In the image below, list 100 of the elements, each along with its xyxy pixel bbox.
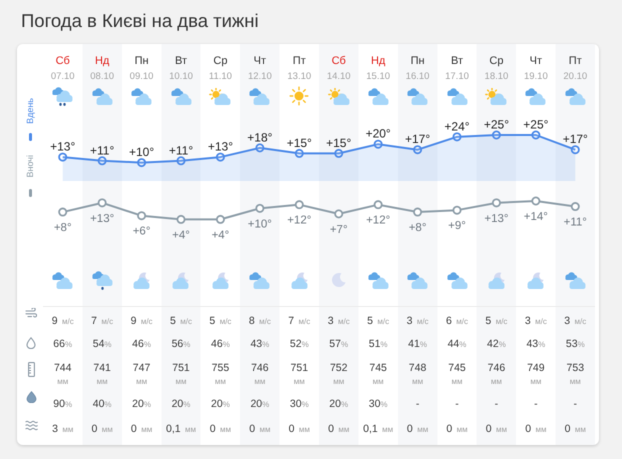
text: 90% [53,398,72,410]
text: 57% [329,338,348,350]
text: 43% [526,338,546,350]
chart-title: Погода в Києві на два тижні [21,8,259,32]
point [570,145,580,154]
point [216,214,225,224]
text: 46% [211,338,230,350]
text: 40% [92,398,112,410]
data-label: +13° [484,212,508,225]
point [531,196,540,206]
text: 54% [92,338,112,350]
text: 748 мм [408,362,426,388]
text: 745 мм [369,362,387,388]
text: 46% [132,338,151,350]
text: 0 мм [525,423,546,435]
text: 746 мм [488,362,506,388]
text: - [534,398,538,410]
text: - [455,398,459,410]
data-label: +25° [523,118,549,132]
x-tick-label: Пт 13.10 [287,55,312,82]
data-label: +11° [168,143,194,158]
text: 8 м/с [248,315,271,327]
text: - [416,398,420,410]
data-label: +12° [287,214,312,227]
x-tick-label: Вт 17.10 [445,55,469,82]
data-label: +6° [132,226,150,238]
data-label: +17° [562,132,588,146]
data-label: +15° [286,136,312,150]
text: 0 мм [446,423,468,435]
text: 66% [53,338,72,350]
point [413,145,422,154]
text: 9 м/с [52,315,74,327]
text: 3 мм [52,423,74,435]
text: 752 мм [330,362,348,388]
text: 0 мм [288,423,310,435]
text: 0 мм [130,423,152,435]
text: 746 мм [251,362,269,388]
text: 3 м/с [524,315,547,327]
data-label: +13° [50,140,76,154]
text: 5 м/с [367,315,390,327]
text: 20% [250,398,270,410]
text: 6 м/с [446,315,468,327]
data-label: +24° [444,119,470,134]
data-label: +12° [366,214,390,227]
text: 42% [487,338,506,350]
text: 51% [368,338,388,350]
data-label: +14° [524,211,548,223]
text: - [494,398,498,410]
point [492,198,501,208]
x-tick-label: Сб 07.10 [50,55,75,82]
text: - [574,398,578,410]
text: Вдень [25,98,35,124]
data-label: +11° [90,143,114,158]
point [294,200,304,210]
point [98,156,107,166]
text: 0 мм [564,423,586,435]
text: 53% [566,338,585,350]
x-tick-label: Пн 16.10 [406,55,430,82]
text: 3 м/с [406,315,429,327]
text: 751 мм [172,362,190,388]
text: 20% [172,398,190,410]
point [255,143,264,152]
text: 20% [329,398,348,410]
point [531,130,540,140]
data-label: +13° [90,212,114,225]
text: 20% [132,398,151,410]
point [334,148,344,158]
data-label: +10° [248,218,272,230]
point [176,214,186,224]
point [374,140,383,149]
point [452,206,462,215]
x-tick-label: Сб 14.10 [326,55,351,82]
data-label: +13° [208,140,234,154]
point [98,198,107,208]
text: 7 м/с [288,315,310,327]
point [176,156,186,166]
x-tick-label: Пт 20.10 [563,55,588,82]
text: 7 м/с [91,315,114,327]
text: 747 мм [132,362,150,388]
text: 41% [408,338,427,350]
text: 20% [211,398,230,410]
text: Вночі [25,155,35,178]
data-label: +9° [448,220,466,232]
text: 52% [290,338,309,350]
x-tick-label: Чт 12.10 [248,55,272,82]
x-tick-label: Нд 15.10 [366,55,390,82]
data-label: +25° [484,118,510,132]
text: 44% [448,338,466,350]
text: 9 м/с [130,315,153,327]
point [216,152,225,162]
text: 0 мм [249,423,270,435]
point [452,132,462,142]
text: 0,1 мм [363,423,394,435]
point [58,152,68,162]
text: 30% [290,398,309,410]
x-tick-label: Чт 19.10 [524,55,548,82]
text: 744 мм [54,362,72,388]
point [334,209,344,218]
text: 0 мм [328,423,350,435]
text: 749 мм [527,362,545,388]
